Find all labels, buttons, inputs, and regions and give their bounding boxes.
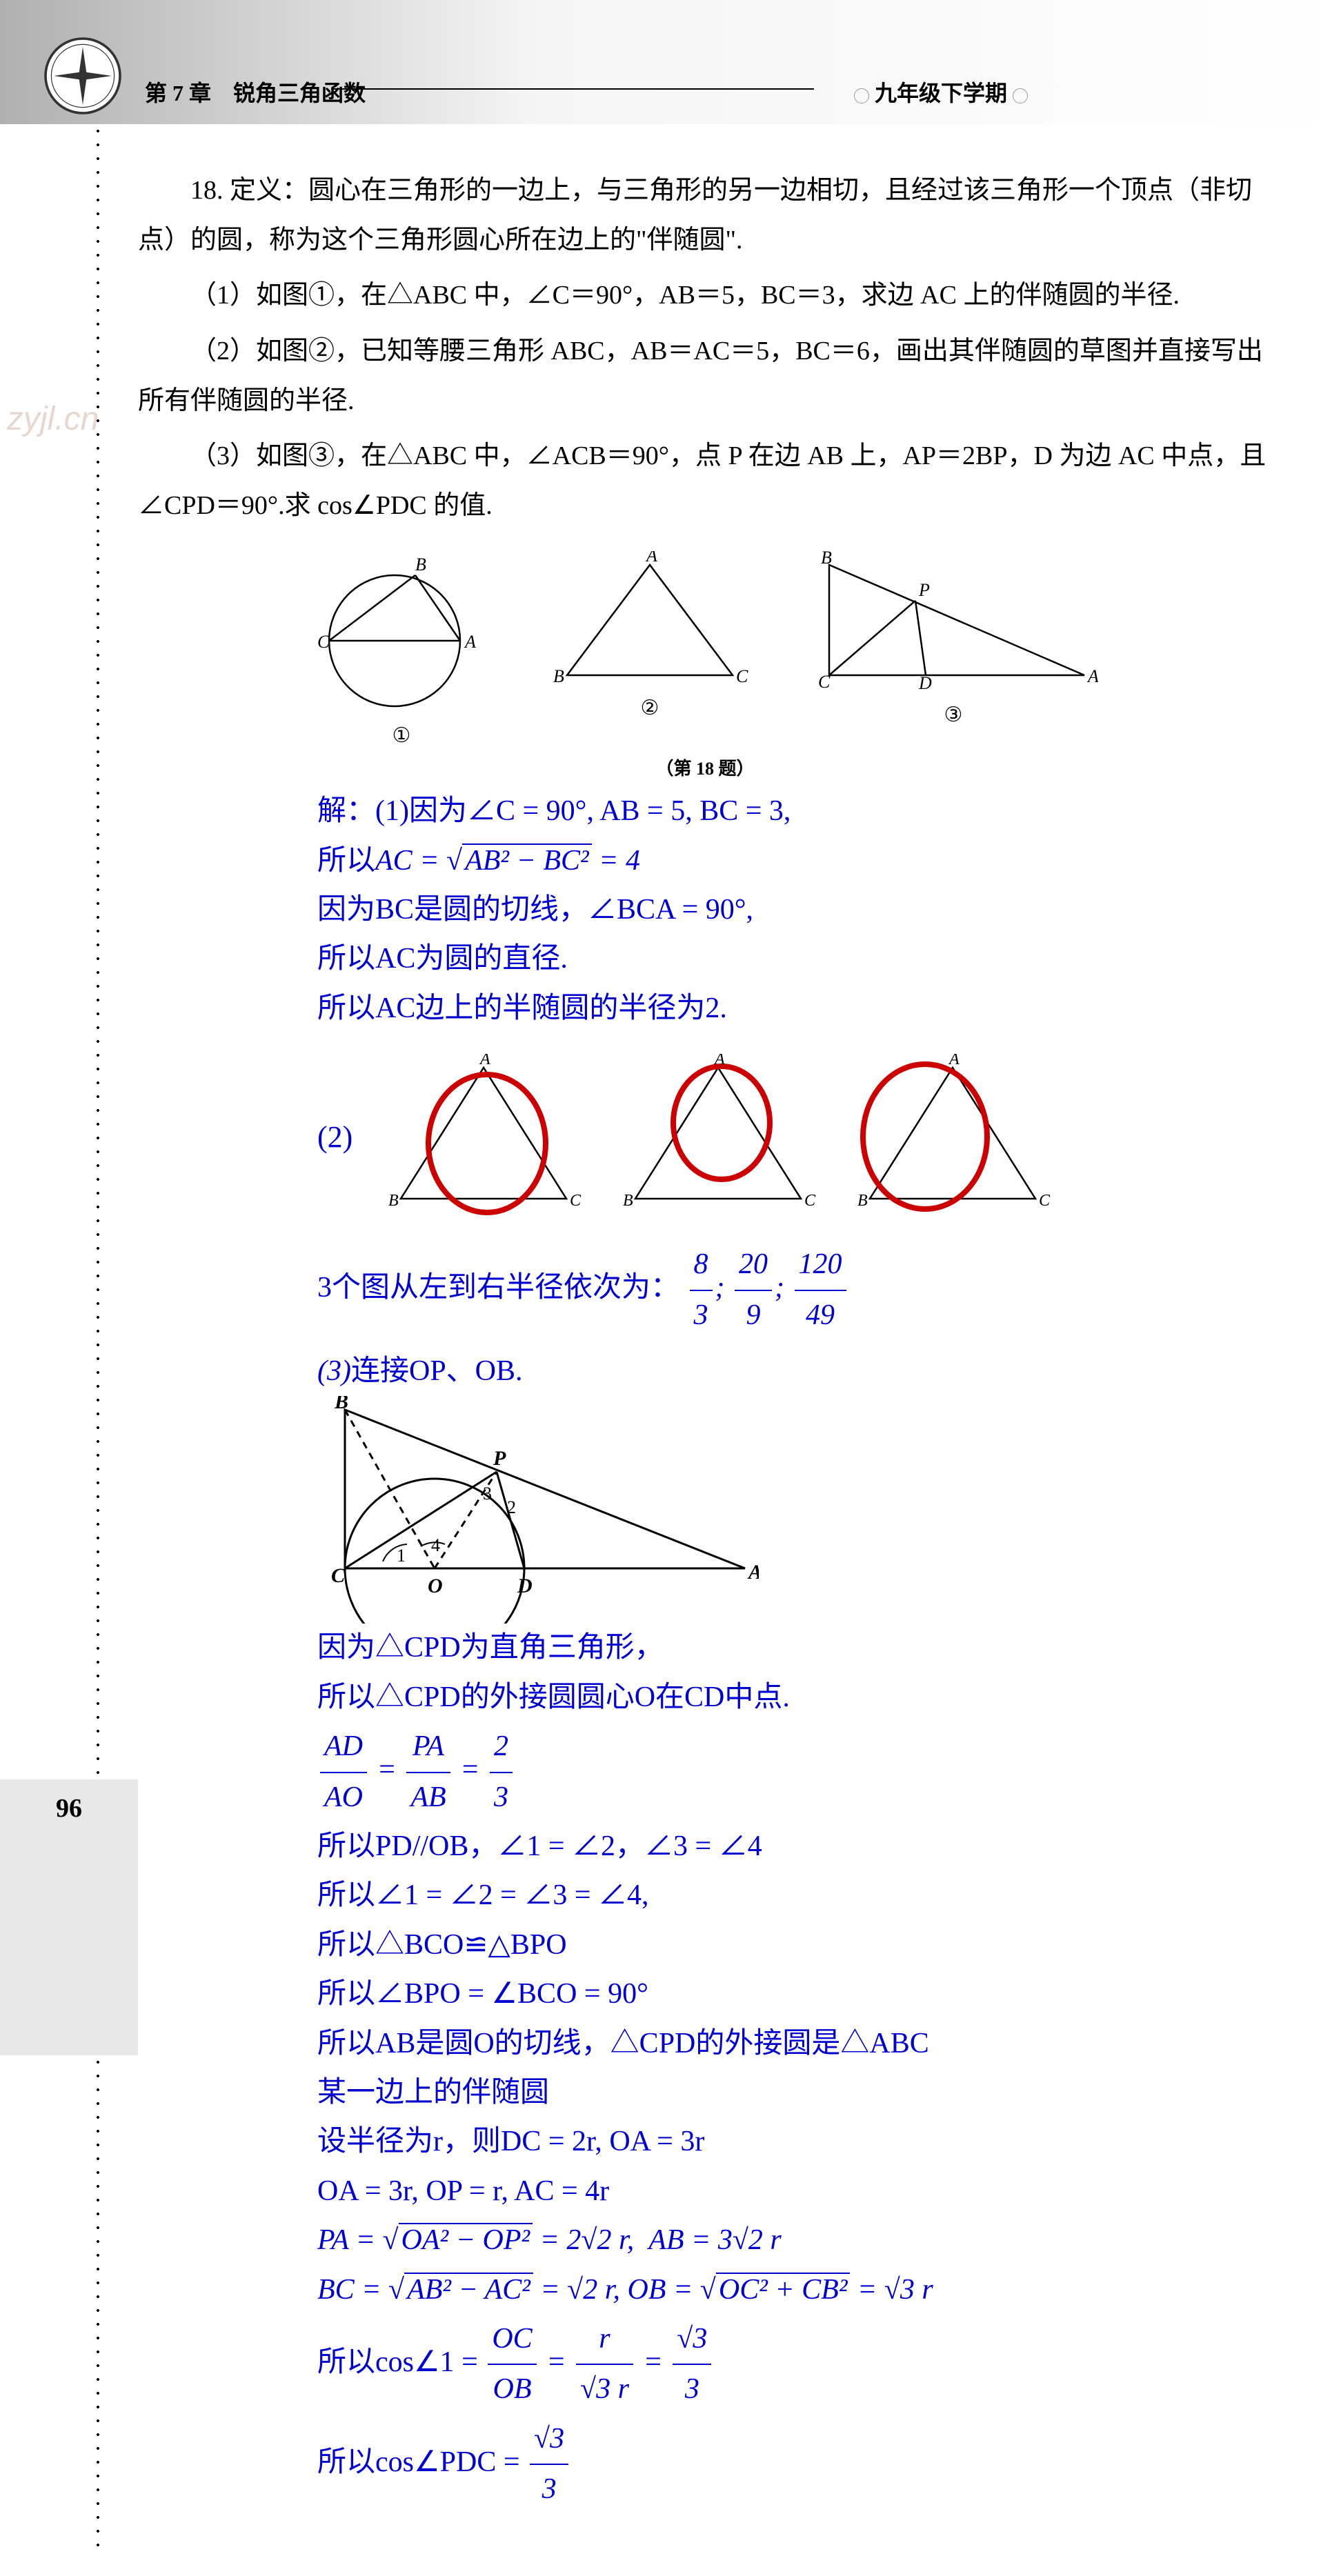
p3-bc: BC = AB² − AC² = √2 r, OB = OC² + CB² = … xyxy=(317,2266,1272,2315)
svg-text:C: C xyxy=(804,1192,816,1210)
problem-def-text: 定义：圆心在三角形的一边上，与三角形的另一边相切，且经过该三角形一个顶点（非切点… xyxy=(138,176,1252,254)
svg-text:A: A xyxy=(645,551,657,566)
solution-part3: (3)连接OP、OB. B P C O D A 1 2 3 4 因为△CPD为直… xyxy=(317,1347,1272,2514)
svg-text:A: A xyxy=(464,632,476,652)
p3-cospdc: 所以cos∠PDC = √33 xyxy=(317,2415,1272,2515)
figure-1: B C A ① xyxy=(312,551,491,748)
svg-text:C: C xyxy=(736,666,748,686)
page-number-box: 96 xyxy=(0,1779,138,2055)
part2-fig1: A B C xyxy=(380,1054,587,1219)
figures-caption: （第 18 题） xyxy=(138,755,1272,780)
svg-text:P: P xyxy=(918,580,930,600)
figure-3-label: ③ xyxy=(808,703,1098,727)
content-area: 18. 定义：圆心在三角形的一边上，与三角形的另一边相切，且经过该三角形一个顶点… xyxy=(0,124,1341,2555)
svg-text:B: B xyxy=(388,1192,399,1210)
figure-2-svg: A B C xyxy=(546,551,753,689)
problem-part1: （1）如图①，在△ABC 中，∠C＝90°，AB＝5，BC＝3，求边 AC 上的… xyxy=(138,270,1272,320)
p3-cos1: 所以cos∠1 = OCOB = r√3 r = √33 xyxy=(317,2315,1272,2415)
part3-label-line: (3)连接OP、OB. xyxy=(317,1347,1272,1396)
p3-l5: 所以△BCO≌△BPO xyxy=(317,1921,1272,1970)
figure-3: B C A D P ③ xyxy=(808,551,1098,748)
part2-fig2: A B C xyxy=(615,1054,822,1219)
grade-label: 九年级下学期 xyxy=(848,76,1033,108)
figure-3-svg: B C A D P xyxy=(808,551,1098,696)
p3-l2: 所以△CPD的外接圆圆心O在CD中点. xyxy=(317,1673,1272,1722)
svg-text:C: C xyxy=(570,1192,582,1210)
figure-1-svg: B C A xyxy=(312,551,491,717)
svg-text:D: D xyxy=(517,1575,533,1597)
svg-text:A: A xyxy=(948,1054,960,1068)
svg-text:2: 2 xyxy=(507,1497,516,1517)
p3-l3: 所以PD//OB，∠1 = ∠2，∠3 = ∠4 xyxy=(317,1822,1272,1871)
problem-definition: 18. 定义：圆心在三角形的一边上，与三角形的另一边相切，且经过该三角形一个顶点… xyxy=(138,166,1272,265)
svg-text:1: 1 xyxy=(397,1546,406,1566)
part3-diagram: B P C O D A 1 2 3 4 xyxy=(317,1396,759,1624)
svg-text:C: C xyxy=(317,632,330,652)
figure-1-label: ① xyxy=(312,723,491,748)
compass-icon xyxy=(41,34,124,117)
svg-text:B: B xyxy=(553,666,564,686)
svg-text:B: B xyxy=(334,1396,348,1413)
figure-2: A B C ② xyxy=(546,551,753,748)
svg-text:A: A xyxy=(713,1054,725,1068)
p3-l1: 因为△CPD为直角三角形， xyxy=(317,1624,1272,1673)
svg-text:A: A xyxy=(1086,666,1098,686)
sol1-line3: 因为BC是圆的切线，∠BCA = 90°, xyxy=(317,886,1272,935)
p3-l9: 设半径为r，则DC = 2r, OA = 3r xyxy=(317,2117,1272,2166)
svg-text:B: B xyxy=(415,555,426,575)
chapter-label: 第 7 章 锐角三角函数 xyxy=(145,76,366,108)
p3-l8: 某一边上的伴随圆 xyxy=(317,2068,1272,2117)
sol1-line4: 所以AC为圆的直径. xyxy=(317,935,1272,984)
part2-label: (2) xyxy=(317,1119,352,1155)
p3-l7: 所以AB是圆O的切线，△CPD的外接圆是△ABC xyxy=(317,2019,1272,2068)
solution-part2: (2) A B C A B C A B C xyxy=(317,1054,1272,1340)
svg-text:B: B xyxy=(857,1192,868,1210)
svg-text:A: A xyxy=(747,1561,759,1584)
svg-text:B: B xyxy=(821,551,832,568)
svg-text:C: C xyxy=(1039,1192,1051,1210)
svg-text:O: O xyxy=(428,1575,443,1597)
dot-border xyxy=(97,124,99,2555)
problem-number: 18. xyxy=(190,176,223,205)
problem-figures: B C A ① A B C ② B C A D xyxy=(138,551,1272,748)
svg-text:A: A xyxy=(479,1054,490,1068)
problem-part2: （2）如图②，已知等腰三角形 ABC，AB＝AC＝5，BC＝6，画出其伴随圆的草… xyxy=(138,326,1272,426)
part2-radii: 3个图从左到右半径依次为： 83; 209; 12049 xyxy=(317,1240,1272,1340)
svg-text:3: 3 xyxy=(483,1484,492,1504)
sol1-line5: 所以AC边上的半随圆的半径为2. xyxy=(317,984,1272,1033)
p3-l6: 所以∠BPO = ∠BCO = 90° xyxy=(317,1970,1272,2019)
part2-fig3: A B C xyxy=(849,1054,1056,1219)
p3-l4: 所以∠1 = ∠2 = ∠3 = ∠4, xyxy=(317,1871,1272,1920)
sol1-line2: 所以AC = AB² − BC² = 4 xyxy=(317,837,1272,886)
page-header: 第 7 章 锐角三角函数 九年级下学期 xyxy=(0,0,1341,124)
svg-text:P: P xyxy=(493,1447,506,1470)
sol1-line1: 解：(1)因为∠C = 90°, AB = 5, BC = 3, xyxy=(317,787,1272,836)
p3-pa: PA = OA² − OP² = 2√2 r, AB = 3√2 r xyxy=(317,2216,1272,2265)
page-number: 96 xyxy=(56,1793,82,1824)
svg-text:C: C xyxy=(818,672,831,692)
problem-part3: （3）如图③，在△ABC 中，∠ACB＝90°，点 P 在边 AB 上，AP＝2… xyxy=(138,431,1272,530)
solution-part1: 解：(1)因为∠C = 90°, AB = 5, BC = 3, 所以AC = … xyxy=(317,787,1272,1033)
part2-figures: (2) A B C A B C A B C xyxy=(317,1054,1272,1219)
chapter-divider xyxy=(331,88,814,90)
svg-text:D: D xyxy=(918,673,932,693)
svg-text:B: B xyxy=(623,1192,633,1210)
p3-l10: OA = 3r, OP = r, AC = 4r xyxy=(317,2167,1272,2216)
figure-2-label: ② xyxy=(546,696,753,720)
svg-text:C: C xyxy=(331,1564,346,1587)
p3-frac-line: ADAO = PAAB = 23 xyxy=(317,1722,1272,1822)
svg-text:4: 4 xyxy=(431,1535,440,1555)
